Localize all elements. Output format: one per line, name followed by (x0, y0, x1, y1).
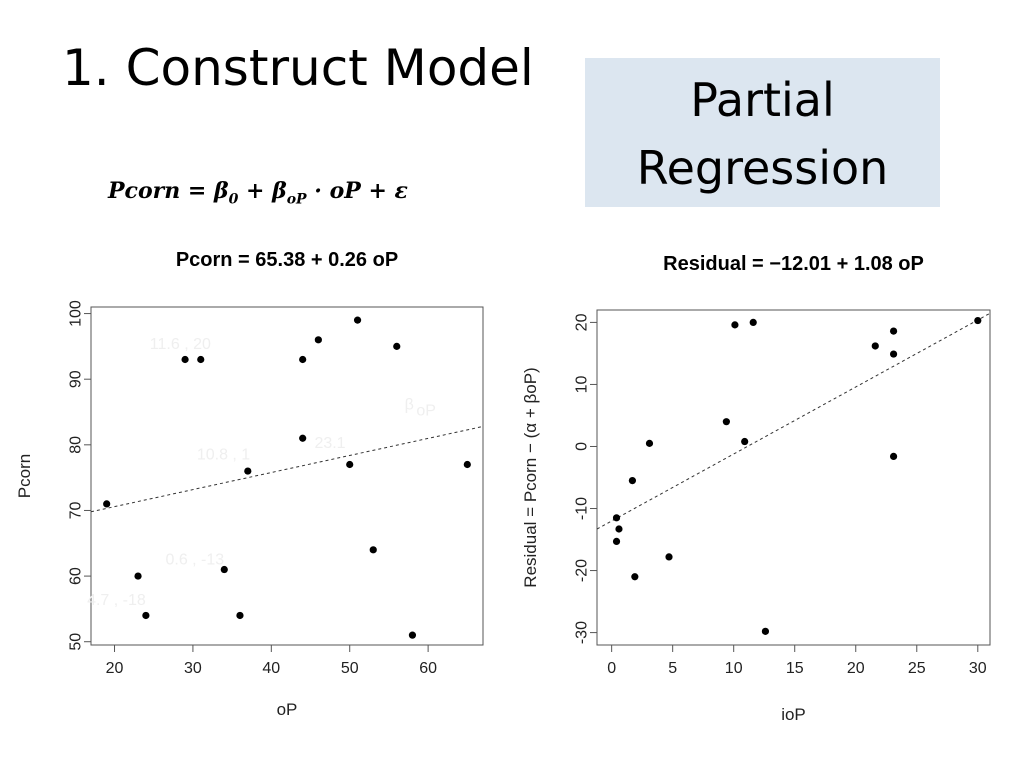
chart1-data-point (353, 316, 362, 324)
chart2-plot-frame (596, 309, 991, 646)
chart2-data-point (615, 525, 623, 533)
chart1-faint-annotation: oP (416, 402, 436, 419)
chart2-x-tick-label: 25 (908, 660, 926, 677)
slide-title: 1. Construct Model (62, 39, 534, 97)
chart1-data-point (134, 572, 142, 580)
chart1-data-point (408, 631, 417, 639)
chart2-data-point (871, 342, 879, 350)
chart1-faint-annotation: 11.6 , 20 (150, 336, 211, 353)
chart1-data-point (220, 565, 228, 574)
chart1-y-axis-label: Pcorn (15, 454, 34, 498)
chart2-data-point (612, 514, 621, 522)
chart1-data-point (103, 500, 111, 508)
chart1-faint-annotation: 0.6 , -13 (165, 551, 224, 568)
chart2-x-tick-label: 15 (786, 660, 804, 677)
chart1-x-tick-label: 50 (341, 660, 359, 677)
chart2-y-tick-label: -20 (574, 559, 591, 582)
chart1-data-point (236, 611, 244, 620)
chart2-data-point (731, 321, 739, 329)
chart1-data-point (299, 434, 307, 442)
chart1-y-tick-label: 70 (68, 501, 85, 519)
tag-line-2: Regression (636, 141, 889, 195)
chart2-data-point (761, 627, 770, 635)
chart1-x-tick-label: 20 (106, 660, 124, 677)
model-equation: Pcorn = β0 + βoP · oP + ε (108, 178, 408, 207)
eq-beta-op-sub: oP (286, 191, 307, 208)
eq-lhs: Pcorn (108, 178, 181, 204)
eq-plus-1: + (238, 178, 273, 204)
chart1-title: Pcorn = 65.38 + 0.26 oP (176, 249, 398, 271)
chart2-title: Residual = −12.01 + 1.08 oP (663, 253, 924, 275)
chart2-data-point (612, 537, 621, 545)
chart2-data-point (974, 316, 982, 325)
chart2-x-tick-label: 30 (969, 660, 987, 677)
partial-regression-box: Partial Regression (585, 58, 940, 207)
chart1-data-point (393, 342, 401, 350)
chart1-x-tick-label: 60 (419, 660, 437, 677)
chart2-data-point (631, 573, 639, 581)
chart1-data-point (244, 467, 252, 475)
chart1-data-point (463, 460, 471, 469)
chart2-data-point (889, 327, 898, 335)
chart2-data-point (749, 318, 757, 327)
chart1-x-tick-label: 40 (262, 660, 280, 677)
chart2-y-tick-label: 20 (574, 313, 591, 331)
chart1-plot-frame (90, 306, 484, 646)
chart1-y-tick-label: 50 (68, 633, 85, 651)
eq-beta0: β (213, 178, 229, 204)
chart1-data-point (181, 355, 189, 364)
eq-x: oP (329, 178, 361, 204)
chart2-data-point (722, 418, 730, 426)
chart2-y-axis-label: Residual = Pcorn − (α + βoP) (521, 367, 540, 587)
chart1-y-tick-label: 60 (68, 567, 85, 585)
chart2-x-tick-label: 10 (725, 660, 743, 677)
chart1-data-point (299, 355, 307, 364)
chart1-data-point (142, 611, 150, 620)
chart1-y-tick-label: 90 (68, 370, 85, 388)
chart1-data-point (197, 355, 205, 364)
chart1-faint-annotation: 4.7 , -18 (87, 592, 146, 609)
chart2-y-tick-label: -10 (574, 497, 591, 520)
chart1-fit-line (90, 425, 484, 513)
chart2-x-axis-label: ioP (781, 705, 806, 724)
chart2-data-point (645, 439, 654, 447)
chart2-y-tick-label: 10 (574, 375, 591, 393)
eq-beta0-sub: 0 (228, 191, 239, 208)
chart2-y-tick-label: -30 (574, 621, 591, 644)
chart1-x-tick-label: 30 (184, 660, 202, 677)
chart2-x-tick-label: 5 (668, 660, 677, 677)
chart1-y-tick-label: 80 (68, 436, 85, 454)
chart1-y-tick-label: 100 (68, 300, 85, 327)
chart2-data-point (889, 452, 898, 461)
chart1-faint-annotation: β (405, 396, 414, 413)
chart1-x-axis-label: oP (277, 700, 298, 719)
chart1-data-point (369, 546, 377, 554)
chart2-data-point (889, 350, 898, 358)
chart2-x-tick-label: 0 (607, 660, 616, 677)
eq-beta-op: β (272, 178, 287, 204)
chart1-faint-annotation: 10.8 , 1 (197, 446, 250, 463)
chart2-data-point (665, 553, 673, 561)
chart2-fit-line (596, 312, 991, 530)
tag-line-1: Partial (690, 73, 835, 127)
chart1-faint-annotation: 23.1 (314, 435, 345, 452)
eq-equals: = (180, 178, 214, 204)
eq-dot: · (306, 178, 330, 204)
eq-plus-2: + (360, 178, 395, 204)
chart1-data-point (346, 460, 354, 469)
chart2-x-tick-label: 20 (847, 660, 865, 677)
chart2-data-point (741, 437, 749, 446)
eq-error: ε (394, 178, 408, 204)
chart2-data-point (628, 477, 636, 485)
chart2-y-tick-label: 0 (574, 442, 591, 451)
chart1-data-point (314, 336, 322, 344)
